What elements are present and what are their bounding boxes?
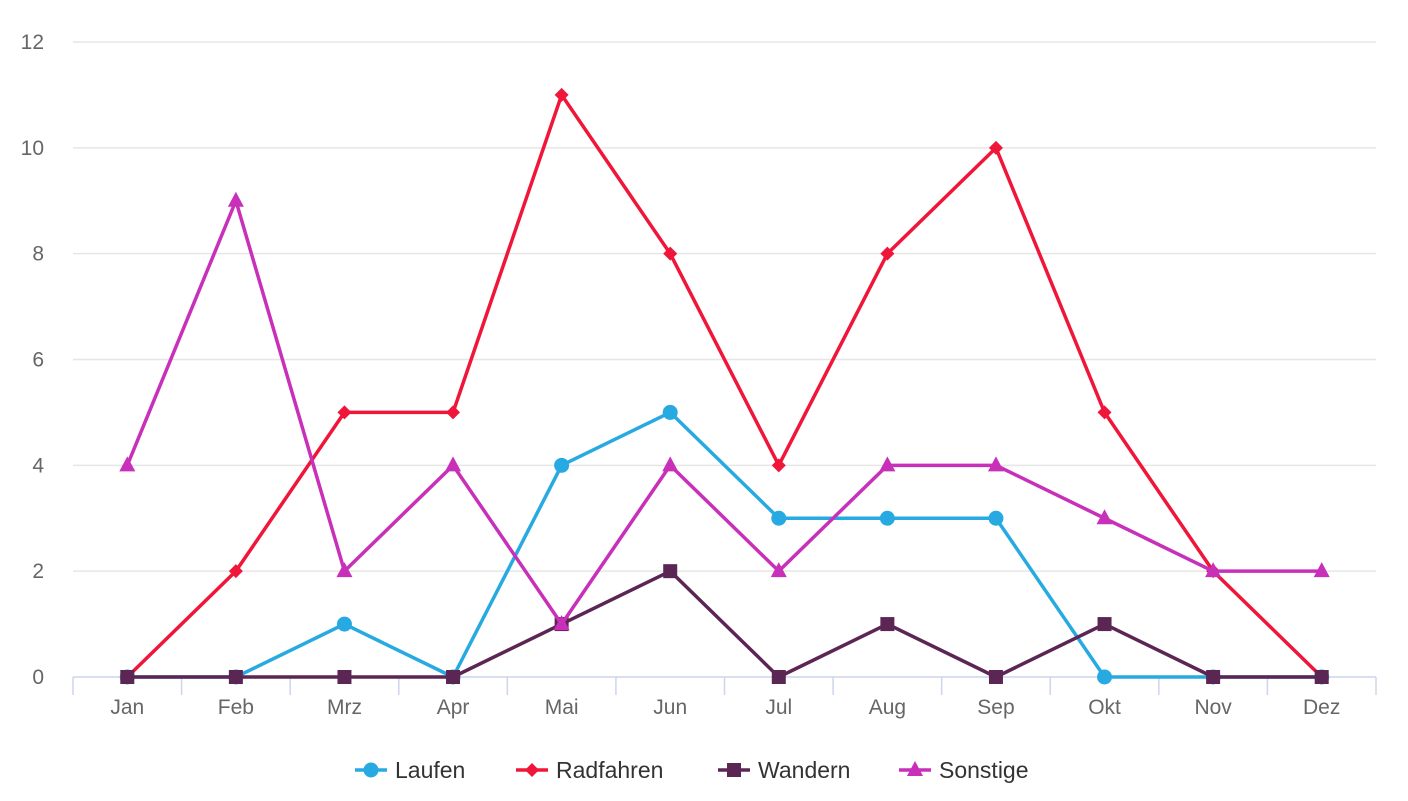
data-point-sonstige bbox=[770, 562, 787, 578]
data-point-radfahren bbox=[446, 405, 461, 420]
series-line-sonstige bbox=[125, 199, 1324, 626]
data-point-sonstige bbox=[119, 456, 136, 472]
y-tick-label: 4 bbox=[32, 454, 44, 477]
x-tick-label: Jan bbox=[110, 696, 144, 719]
data-point-sonstige bbox=[553, 615, 570, 631]
series-laufen bbox=[119, 404, 1330, 685]
x-tick-label: Okt bbox=[1088, 696, 1121, 719]
x-tick-label: Dez bbox=[1303, 696, 1340, 719]
legend-label-sonstige: Sonstige bbox=[939, 757, 1029, 783]
legend-item-wandern[interactable]: Wandern bbox=[718, 757, 850, 783]
series-sonstige bbox=[119, 191, 1330, 631]
data-point-wandern bbox=[1097, 617, 1112, 632]
data-point-laufen bbox=[879, 510, 895, 526]
x-tick-label: Sep bbox=[977, 696, 1014, 719]
x-tick-label: Mai bbox=[545, 696, 579, 719]
data-point-laufen bbox=[554, 457, 570, 473]
legend-marker-sonstige bbox=[907, 761, 923, 776]
legend-item-radfahren[interactable]: Radfahren bbox=[516, 757, 663, 783]
data-point-wandern bbox=[880, 617, 895, 632]
series-radfahren bbox=[120, 87, 1329, 684]
y-tick-label: 6 bbox=[32, 349, 44, 372]
data-point-laufen bbox=[988, 510, 1004, 526]
y-tick-label: 2 bbox=[32, 560, 44, 583]
legend-label-radfahren: Radfahren bbox=[556, 757, 663, 783]
series-line-laufen bbox=[125, 410, 1324, 679]
data-point-radfahren bbox=[337, 405, 352, 420]
y-tick-label: 8 bbox=[32, 243, 44, 266]
data-point-wandern bbox=[771, 670, 786, 684]
data-point-sonstige bbox=[227, 191, 244, 207]
legend-marker-wandern bbox=[727, 763, 741, 777]
legend[interactable]: Laufen Radfahren Wandern Sonstige bbox=[355, 757, 1029, 783]
legend-item-laufen[interactable]: Laufen bbox=[355, 757, 465, 783]
series-wandern bbox=[120, 564, 1329, 684]
data-point-radfahren bbox=[554, 87, 569, 102]
x-tick-label: Apr bbox=[437, 696, 470, 719]
data-point-wandern bbox=[1206, 670, 1221, 684]
x-tick-label: Mrz bbox=[327, 696, 362, 719]
x-tick-label: Jul bbox=[765, 696, 792, 719]
data-point-sonstige bbox=[1313, 562, 1330, 578]
data-point-wandern bbox=[337, 670, 352, 684]
data-point-wandern bbox=[663, 564, 678, 579]
data-point-radfahren bbox=[988, 140, 1003, 155]
data-point-radfahren bbox=[880, 246, 895, 261]
data-point-radfahren bbox=[1097, 405, 1112, 420]
y-tick-label: 0 bbox=[32, 666, 44, 689]
data-point-wandern bbox=[120, 670, 135, 684]
series-lines bbox=[119, 87, 1330, 685]
data-point-sonstige bbox=[879, 456, 896, 472]
x-axis bbox=[72, 676, 1377, 695]
y-tick-label: 12 bbox=[21, 31, 44, 54]
data-point-radfahren bbox=[771, 458, 786, 473]
y-axis-tick-labels: 0 2 4 6 8 10 12 bbox=[21, 31, 45, 689]
data-point-sonstige bbox=[1096, 509, 1113, 525]
data-point-sonstige bbox=[445, 456, 462, 472]
x-tick-label: Jun bbox=[653, 696, 687, 719]
data-point-laufen bbox=[662, 404, 678, 420]
data-point-sonstige bbox=[987, 456, 1004, 472]
x-axis-tick-labels: Jan Feb Mrz Apr Mai Jun Jul Aug Sep Okt Nov Dez bbox=[110, 696, 1340, 719]
series-line-radfahren bbox=[125, 93, 1324, 679]
data-point-laufen bbox=[771, 510, 787, 526]
data-point-wandern bbox=[988, 670, 1003, 684]
data-point-laufen bbox=[1097, 669, 1113, 685]
data-point-wandern bbox=[1314, 670, 1329, 684]
data-point-wandern bbox=[228, 670, 243, 684]
legend-marker-radfahren bbox=[525, 763, 539, 777]
data-point-sonstige bbox=[336, 562, 353, 578]
data-point-radfahren bbox=[663, 246, 678, 261]
data-point-wandern bbox=[446, 670, 461, 684]
legend-label-wandern: Wandern bbox=[758, 757, 850, 783]
x-tick-label: Nov bbox=[1194, 696, 1232, 719]
series-line-wandern bbox=[125, 569, 1324, 679]
x-tick-label: Aug bbox=[869, 696, 906, 719]
x-tick-label: Feb bbox=[218, 696, 254, 719]
data-point-radfahren bbox=[228, 564, 243, 579]
legend-marker-laufen bbox=[363, 762, 379, 778]
legend-label-laufen: Laufen bbox=[395, 757, 465, 783]
data-point-sonstige bbox=[1205, 562, 1222, 578]
y-tick-label: 10 bbox=[21, 137, 44, 160]
data-point-sonstige bbox=[662, 456, 679, 472]
data-point-laufen bbox=[336, 616, 352, 632]
legend-item-sonstige[interactable]: Sonstige bbox=[899, 757, 1029, 783]
